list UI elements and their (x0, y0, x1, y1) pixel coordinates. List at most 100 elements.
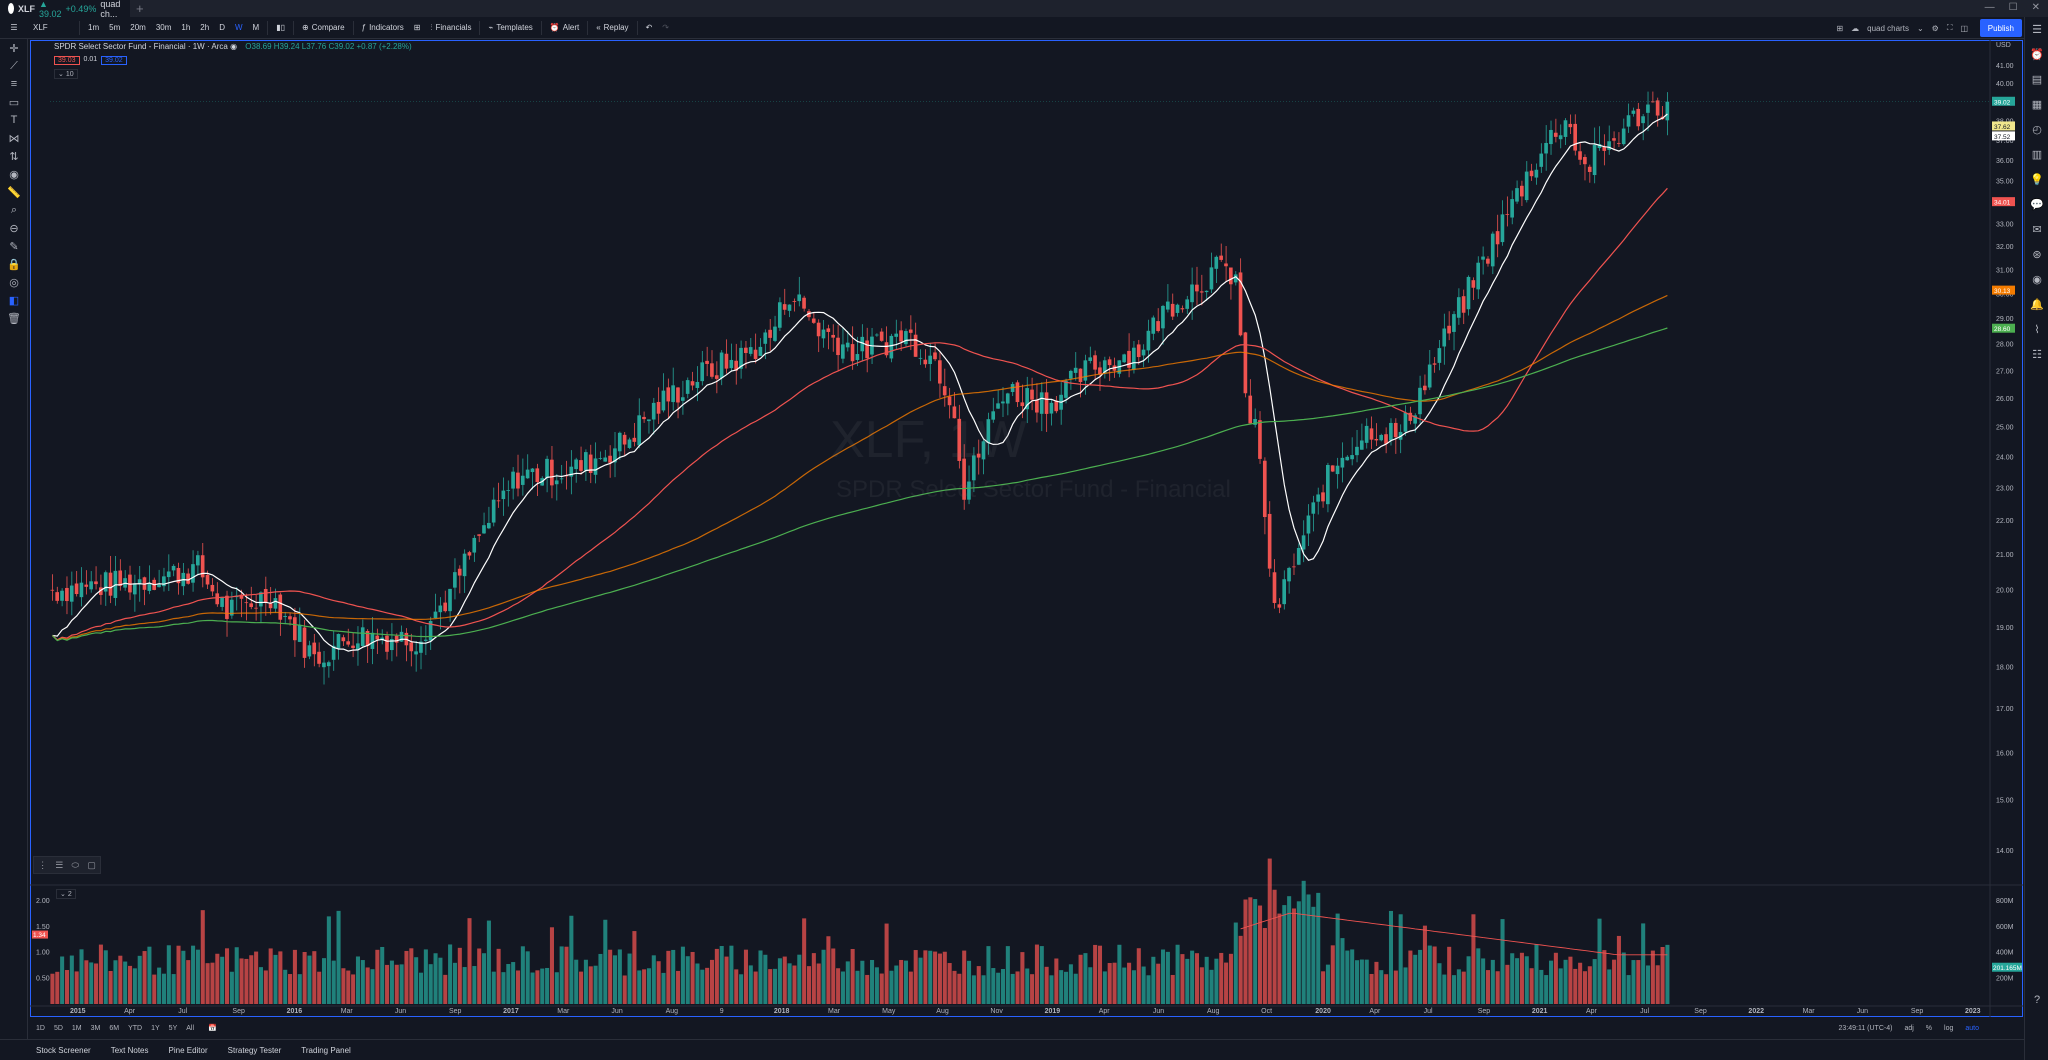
rectangle-icon[interactable]: ▭ (8, 96, 20, 109)
zoom-icon[interactable]: ⌕ (10, 203, 18, 216)
fullscreen-icon[interactable]: ⛶ (1946, 23, 1953, 32)
chat-icon[interactable]: 💬 (2030, 199, 2044, 211)
help-icon[interactable]: ? (2033, 993, 2041, 1006)
panel-pine-editor[interactable]: Pine Editor (168, 1045, 208, 1055)
volume-pane-collapse[interactable]: ⌄ 2 (56, 889, 76, 899)
volume-bar (1345, 950, 1350, 1004)
range-5d[interactable]: 5D (53, 1024, 63, 1032)
interval-5m[interactable]: 5m (109, 23, 121, 32)
range-ytd[interactable]: YTD (128, 1024, 143, 1032)
settings-gear-icon[interactable]: ⚙ (1931, 23, 1939, 33)
ask-price[interactable]: 39.02 (101, 56, 127, 65)
replay-button[interactable]: «Replay (591, 23, 633, 32)
clock-time[interactable]: 23:49:11 (UTC-4) (1838, 1024, 1893, 1032)
menu-icon[interactable]: ☰ (10, 23, 18, 32)
compare-button[interactable]: ⊕ Compare (297, 23, 350, 32)
watchlist-icon[interactable]: ☰ (2032, 24, 2042, 36)
indicators-collapse[interactable]: ⌄ 10 (54, 69, 78, 79)
redo-icon[interactable]: ↷ (662, 23, 669, 32)
lock-icon[interactable]: 🔒 (7, 258, 21, 271)
frame-icon[interactable]: ▢ (87, 859, 96, 870)
horizontal-lines-icon[interactable]: ≡ (10, 78, 18, 90)
candle-body (1505, 214, 1510, 215)
indicator-templates-icon[interactable]: ⊞ (413, 23, 421, 32)
range-all[interactable]: All (186, 1024, 195, 1032)
prediction-icon[interactable]: ⇅ (9, 150, 19, 163)
candle-body (496, 500, 501, 502)
chevron-down-icon[interactable]: ⌄ (1916, 23, 1924, 33)
notifications-icon[interactable]: 🔔 (2030, 299, 2044, 311)
chart-type-button[interactable]: ▮▯ (271, 23, 290, 32)
magnet-icon[interactable]: ⊖ (9, 222, 19, 235)
object-tree-icon[interactable]: ◧ (8, 294, 20, 307)
stay-drawing-icon[interactable]: ✎ (9, 240, 19, 253)
range-1m[interactable]: 1M (71, 1024, 82, 1032)
range-5y[interactable]: 5Y (168, 1024, 178, 1032)
panel-stock-screener[interactable]: Stock Screener (36, 1045, 91, 1055)
data-window-icon[interactable]: ▤ (2031, 74, 2043, 86)
auto-toggle[interactable]: auto (1965, 1024, 1979, 1032)
layout-grid-icon[interactable]: ⊞ (1836, 23, 1844, 33)
news-icon[interactable]: ▥ (2031, 149, 2043, 161)
streams-icon[interactable]: ⊛ (2032, 249, 2042, 261)
interval-2h[interactable]: 2h (200, 23, 210, 32)
trash-icon[interactable]: 🗑 (7, 312, 21, 325)
undo-icon[interactable]: ↶ (645, 23, 653, 32)
range-1y[interactable]: 1Y (151, 1024, 160, 1032)
percent-toggle[interactable]: % (1925, 1024, 1933, 1032)
indicators-button[interactable]: ƒ Indicators (357, 23, 409, 32)
trend-line-icon[interactable]: ⟋ (10, 59, 18, 72)
lines-icon[interactable]: ☰ (55, 859, 64, 870)
drag-handle-icon[interactable]: ⋮ (38, 859, 48, 870)
pattern-icon[interactable]: ⋈ (8, 132, 20, 145)
new-tab-plus-icon[interactable]: + (136, 1, 144, 16)
text-icon[interactable]: T (10, 114, 18, 126)
interval-1m[interactable]: 1m (88, 23, 100, 32)
interval-1h[interactable]: 1h (181, 23, 191, 32)
messages-icon[interactable]: ✉ (2032, 224, 2042, 236)
legend-title[interactable]: SPDR Select Sector Fund - Financial · 1W… (54, 42, 228, 51)
volume-bar (1059, 970, 1064, 1004)
interval-30m[interactable]: 30m (155, 23, 172, 32)
legend-eye-icon[interactable]: ◉ (230, 42, 238, 51)
ideas-bulb-icon[interactable]: 💡 (2030, 174, 2044, 186)
alerts-clock-icon[interactable]: ⏰ (2030, 49, 2044, 61)
interval-d[interactable]: D (219, 23, 225, 32)
chart-tab[interactable]: XLF ▲ 39.02 +0.49% quad ch... (0, 0, 130, 19)
range-1d[interactable]: 1D (36, 1024, 45, 1032)
interval-20m[interactable]: 20m (130, 23, 146, 32)
dom-icon[interactable]: ☷ (2032, 349, 2042, 361)
bid-price[interactable]: 39.03 (54, 56, 80, 65)
camera-icon[interactable]: ◫ (1960, 23, 1968, 33)
range-3m[interactable]: 3M (90, 1024, 101, 1032)
range-6m[interactable]: 6M (109, 1024, 120, 1032)
alert-button[interactable]: ⏰ Alert (545, 23, 584, 32)
interval-m[interactable]: M (252, 23, 260, 32)
financials-button[interactable]: ⫶ Financials (425, 23, 476, 33)
panel-strategy-tester[interactable]: Strategy Tester (227, 1045, 282, 1055)
close-icon[interactable]: ✕ (2031, 2, 2040, 13)
maximize-icon[interactable]: ☐ (2008, 2, 2018, 13)
eye-icon[interactable]: ◉ (9, 168, 19, 181)
broadcast-icon[interactable]: ◉ (2032, 274, 2042, 286)
calendar-icon[interactable]: ◴ (2032, 124, 2042, 136)
templates-button[interactable]: ⌁ Templates (483, 23, 537, 32)
symbol-search[interactable]: XLF (28, 23, 76, 32)
publish-button[interactable]: Publish (1979, 19, 2022, 37)
layout-name[interactable]: quad charts (1867, 23, 1909, 33)
panel-text-notes[interactable]: Text Notes (110, 1045, 149, 1055)
goto-date-icon[interactable]: 📅 (208, 1025, 217, 1032)
hide-icon[interactable]: ◎ (9, 276, 19, 289)
crosshair-icon[interactable]: ✛ (9, 42, 19, 55)
interval-w[interactable]: W (234, 23, 243, 32)
order-panel-icon[interactable]: ⌇ (2034, 324, 2040, 336)
ellipse-icon[interactable]: ⬭ (71, 859, 80, 870)
log-toggle[interactable]: log (1944, 1024, 1954, 1032)
volume-bar (840, 971, 845, 1004)
ruler-icon[interactable]: 📏 (7, 186, 21, 199)
panel-trading-panel[interactable]: Trading Panel (301, 1045, 351, 1055)
adj-toggle[interactable]: adj (1904, 1024, 1914, 1032)
minimize-icon[interactable]: — (1984, 2, 1995, 13)
hotlist-icon[interactable]: ▦ (2031, 99, 2043, 111)
